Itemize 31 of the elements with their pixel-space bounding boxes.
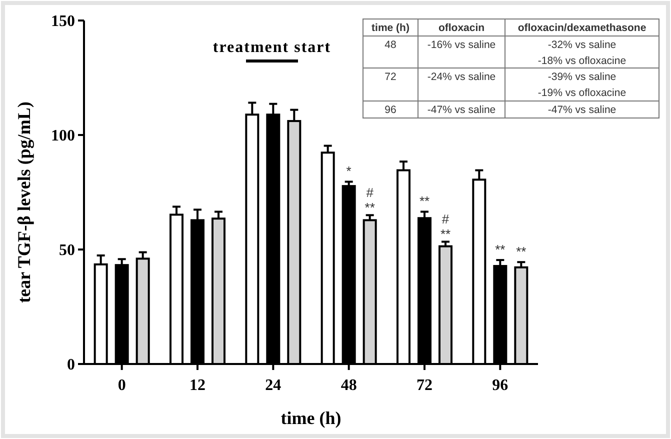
x-tick-label: 72 [416, 377, 432, 394]
x-tick-label: 12 [190, 377, 206, 394]
annotation: 72 [384, 71, 396, 83]
text: -47% vs saline [548, 104, 616, 116]
data-label: # ** [364, 185, 375, 216]
data-label: # ** [440, 212, 451, 242]
data-label: ** [419, 194, 430, 209]
y-axis-title: tear TGF-β levels (pg/mL) [14, 102, 34, 303]
annotation: ofloxacin [438, 22, 485, 34]
annotation: -24% vs saline [427, 71, 496, 83]
annotation: time (h) [372, 22, 410, 34]
y-tick-label: 100 [51, 128, 75, 145]
annotation: ofloxacin/dexamethasone [518, 22, 646, 34]
annotation: -16% vs saline [427, 39, 496, 51]
x-tick-label: 0 [118, 377, 126, 394]
y-tick-label: 0 [67, 356, 75, 374]
annotation: 96 [384, 104, 396, 116]
annotation: -39% vs saline -19% vs ofloxacine [538, 71, 626, 99]
x-tick-label: 48 [340, 377, 357, 394]
data-label: ** [495, 242, 506, 258]
annotation: -47% vs saline [427, 104, 496, 116]
x-tick-label: 96 [492, 377, 508, 394]
y-tick-label: 50 [59, 242, 75, 260]
data-label: * [346, 164, 352, 179]
annotation: 48 [384, 39, 396, 51]
x-axis-title: time (h) [280, 408, 342, 428]
data-label: ** [516, 244, 526, 260]
annotation: -32% vs saline -18% vs ofloxacine [538, 39, 626, 67]
x-tick-label: 24 [265, 377, 282, 394]
y-tick-label: 150 [51, 13, 75, 30]
annotation: treatment start [212, 39, 332, 56]
